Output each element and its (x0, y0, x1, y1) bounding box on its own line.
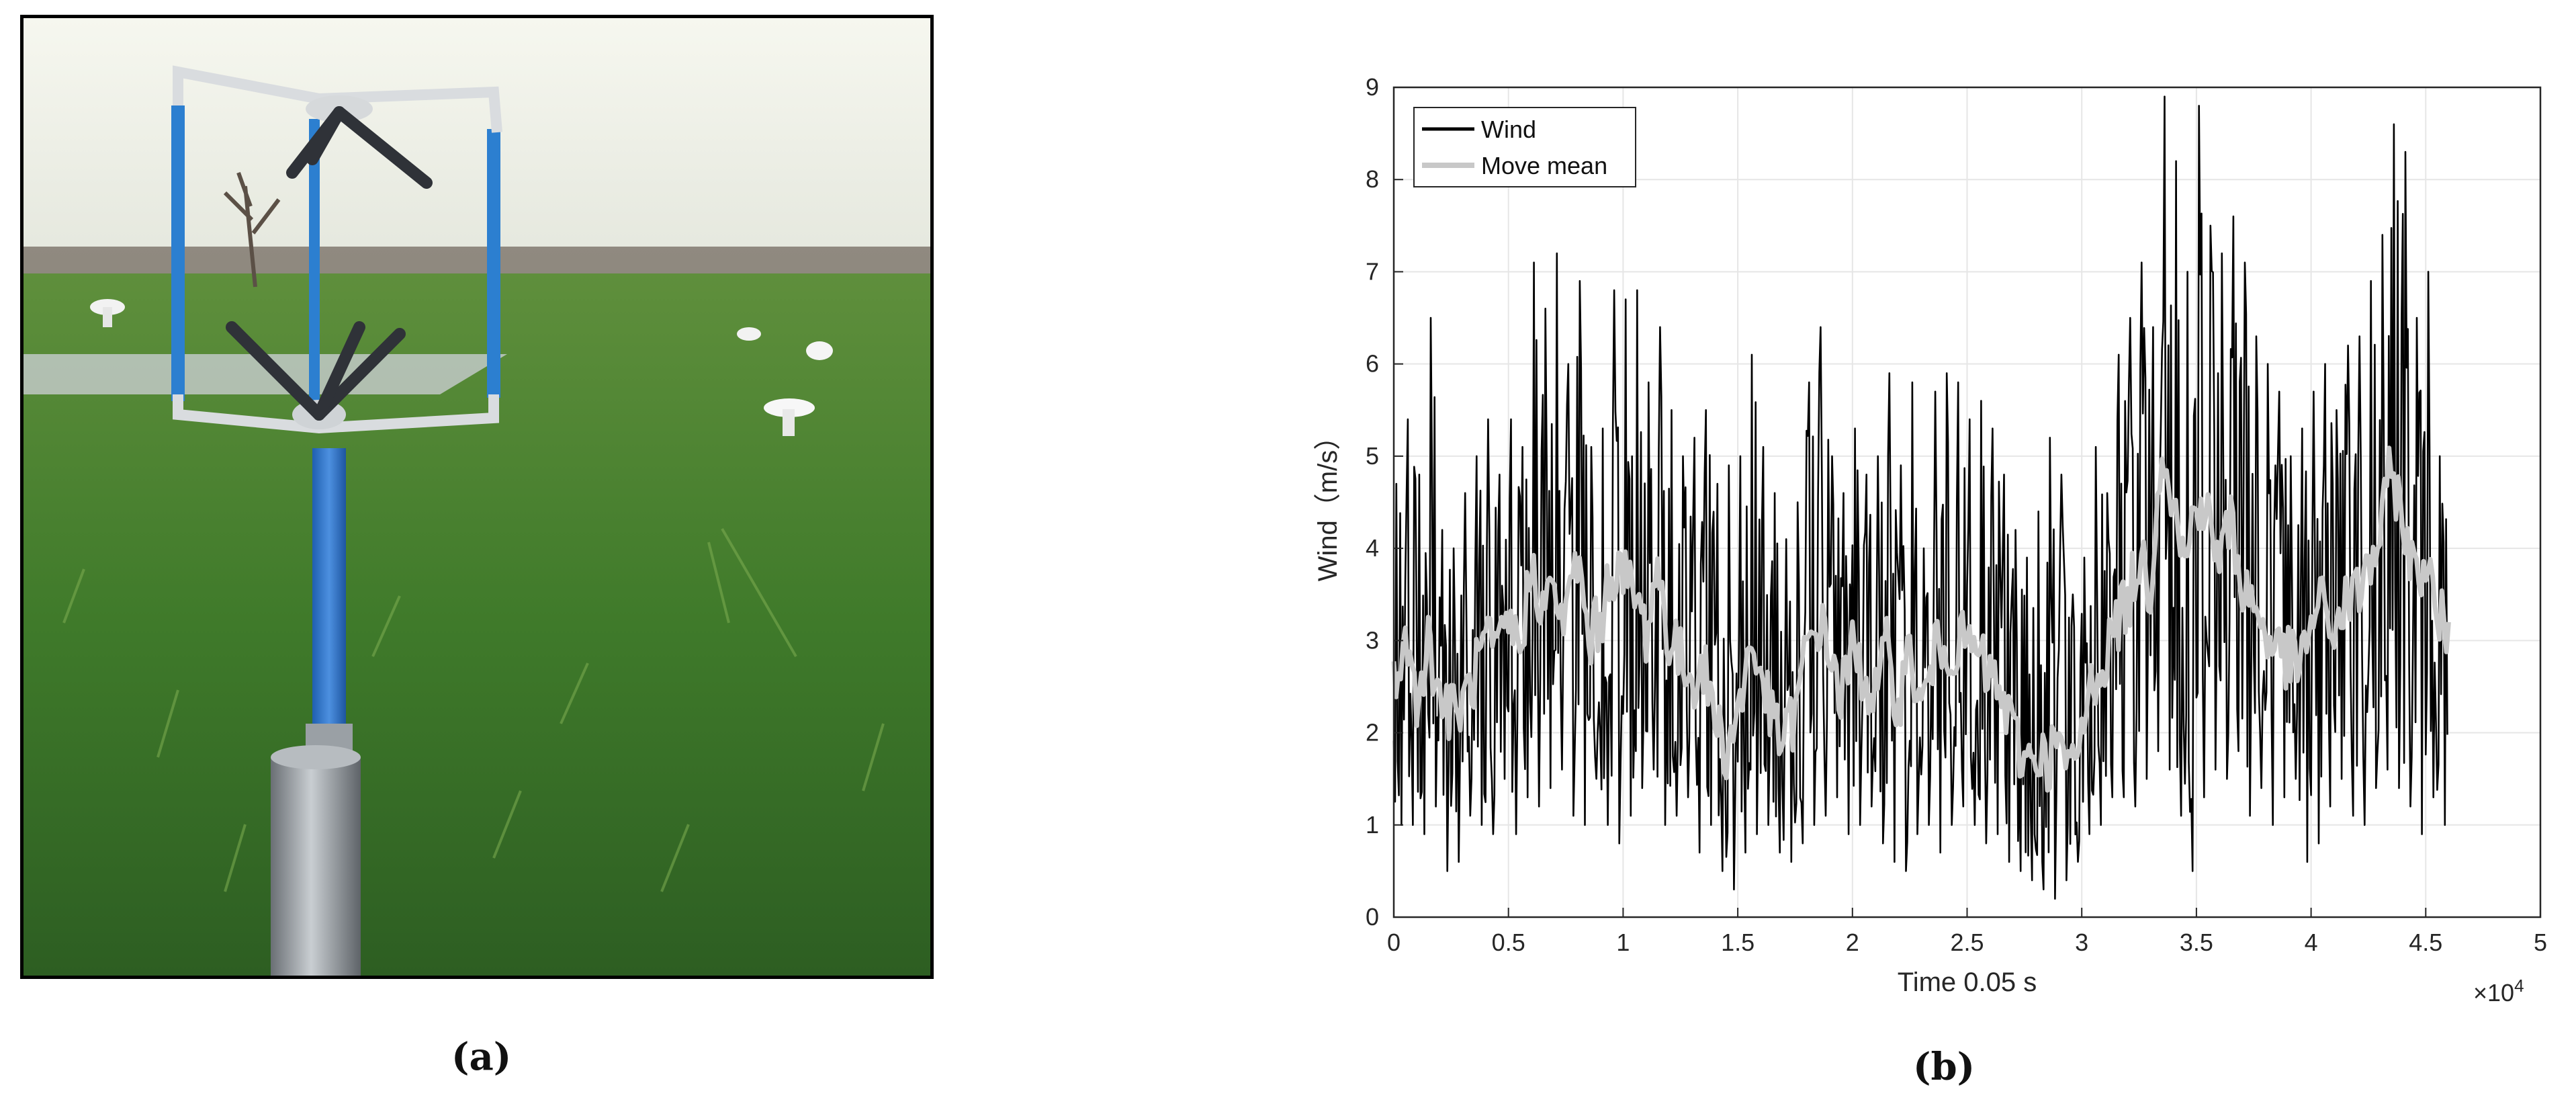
tick-labels: 0 0.5 1 1.5 2 2.5 3 3.5 4 4.5 5 0 1 2 3 4 5 6 7 8 9 (1366, 73, 2547, 956)
x-tick-label: 4.5 (2409, 929, 2442, 956)
series-layer (1391, 95, 2451, 900)
y-tick-label: 2 (1366, 719, 1379, 746)
plot-area-border (1392, 86, 2542, 918)
x-tick-label: 3 (2075, 929, 2088, 956)
anemometer-photo-scene (24, 18, 930, 976)
x-tick-label: 3.5 (2180, 929, 2213, 956)
panel-b-caption: (b) (1913, 1045, 1975, 1089)
panel-a-caption: (a) (451, 1035, 512, 1079)
series-line-wind (1392, 95, 2448, 900)
y-axis-title: Wind（m/s） (1313, 423, 1343, 582)
y-tick-label: 9 (1366, 73, 1379, 101)
y-tick-label: 3 (1366, 626, 1379, 654)
x-tick-label: 5 (2534, 929, 2547, 956)
x-tick-label: 2 (1846, 929, 1859, 956)
y-tick-label: 8 (1366, 165, 1379, 193)
legend-label-wind: Wind (1481, 116, 1536, 143)
x-tick-label: 4 (2305, 929, 2318, 956)
grid-lines (1393, 87, 2541, 918)
y-tick-label: 5 (1366, 442, 1379, 470)
x-tick-label: 0.5 (1492, 929, 1525, 956)
x-tick-label: 2.5 (1950, 929, 1984, 956)
x-axis-title: Time 0.05 s (1898, 968, 2037, 997)
x-tick-label: 1 (1616, 929, 1630, 956)
legend-label-move-mean: Move mean (1481, 152, 1607, 179)
series-line-move-mean (1391, 445, 2451, 793)
y-tick-label: 6 (1366, 350, 1379, 378)
anemometer-photo (20, 15, 934, 979)
x-tick-label: 1.5 (1721, 929, 1755, 956)
x-multiplier-label: ×104 (2473, 976, 2524, 1007)
legend: Wind Move mean (1413, 107, 1636, 187)
y-tick-label: 7 (1366, 257, 1379, 285)
x-tick-label: 0 (1387, 929, 1401, 956)
y-tick-label: 0 (1366, 903, 1379, 931)
y-tick-label: 4 (1366, 534, 1379, 562)
y-tick-label: 1 (1366, 811, 1379, 839)
axes (1392, 86, 2542, 918)
